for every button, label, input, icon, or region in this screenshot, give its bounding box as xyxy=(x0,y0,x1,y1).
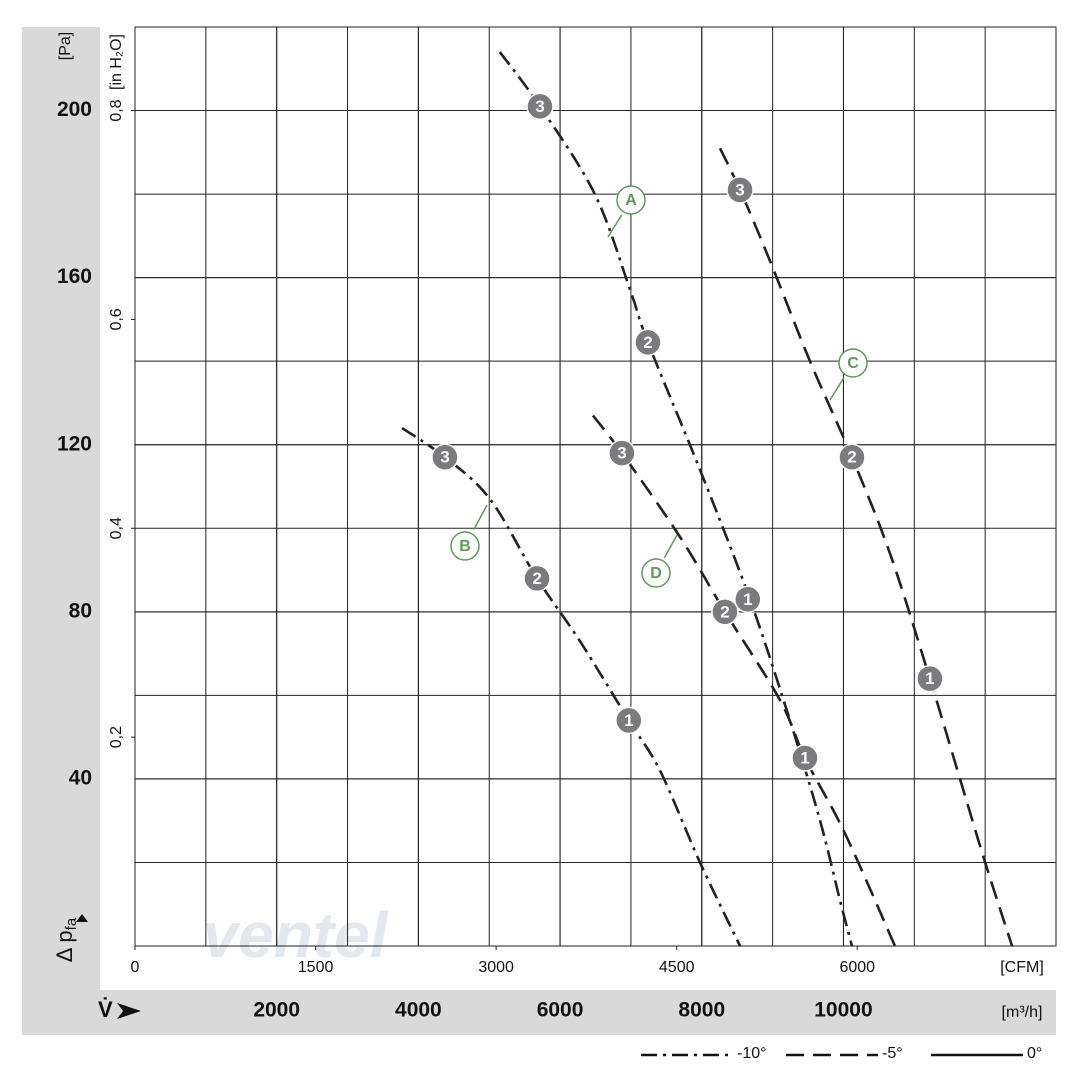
curve xyxy=(401,426,742,947)
operating-point xyxy=(615,706,643,735)
tag-leader xyxy=(607,214,623,238)
plot-frame xyxy=(134,26,1057,947)
y-unit: [Pa] xyxy=(57,32,74,60)
y2-tick-label: 0,8 xyxy=(108,99,125,121)
operating-point-label: 1 xyxy=(624,711,633,730)
x-tick-label: 6000 xyxy=(537,999,584,1022)
tag xyxy=(641,558,671,588)
operating-point-label: 3 xyxy=(617,444,626,463)
x2-tick-label: 1500 xyxy=(298,959,334,976)
x2-tick-label: 4500 xyxy=(659,959,695,976)
y-tick-label: 80 xyxy=(69,599,92,622)
legend-label: -10° xyxy=(737,1045,767,1062)
y-symbol: Δ pfa xyxy=(52,917,80,962)
x-tick-label: 2000 xyxy=(253,999,300,1022)
tag-label: A xyxy=(625,192,637,209)
operating-point xyxy=(526,92,554,121)
operating-point-label: 2 xyxy=(643,333,652,352)
y2-tick-label: 0,4 xyxy=(108,517,125,539)
x2-tick-label: 0 xyxy=(131,959,140,976)
operating-point-label: 2 xyxy=(847,448,856,467)
x2-unit: [CFM] xyxy=(1000,959,1044,976)
x-unit: [m³/h] xyxy=(1002,1004,1043,1021)
watermark: ventel xyxy=(203,899,389,971)
tag xyxy=(838,348,868,378)
y-tick-label: 160 xyxy=(57,265,92,288)
operating-point-label: 1 xyxy=(800,749,809,768)
operating-point xyxy=(431,443,459,472)
y2-unit: [in H₂O] xyxy=(108,34,125,90)
operating-point xyxy=(734,585,762,614)
x-tick-label: 8000 xyxy=(678,999,725,1022)
operating-point-label: 3 xyxy=(440,448,449,467)
tag xyxy=(616,185,646,215)
operating-point xyxy=(634,328,662,357)
legend-label: 0° xyxy=(1027,1045,1042,1062)
operating-point xyxy=(726,176,754,204)
x-arrow xyxy=(117,1003,141,1019)
operating-point-label: 2 xyxy=(532,569,541,588)
tag-leader xyxy=(829,377,845,401)
y-tick-label: 120 xyxy=(57,432,92,455)
curve xyxy=(498,51,854,947)
operating-point-label: 1 xyxy=(743,590,752,609)
x2-tick-label: 3000 xyxy=(478,959,514,976)
operating-point xyxy=(916,664,944,693)
operating-point-label: 3 xyxy=(735,180,744,199)
tag-leader xyxy=(663,534,678,559)
y2-tick-label: 0,2 xyxy=(108,726,125,748)
y-arrow xyxy=(76,914,88,922)
x-panel xyxy=(22,990,1056,1035)
tag-leader xyxy=(473,504,488,530)
tag-label: B xyxy=(459,538,471,555)
x-tick-label: 4000 xyxy=(395,999,442,1022)
curve xyxy=(591,414,897,947)
x-tick-label: 10000 xyxy=(814,999,872,1022)
y-tick-label: 40 xyxy=(69,766,92,789)
operating-point xyxy=(608,439,636,467)
legend-label: -5° xyxy=(882,1045,903,1062)
x2-tick-label: 6000 xyxy=(839,959,875,976)
operating-point xyxy=(838,443,866,472)
operating-point-label: 3 xyxy=(535,97,544,116)
y-symbol-text: Δ pfa xyxy=(52,917,80,962)
operating-point xyxy=(791,744,819,772)
tag-label: D xyxy=(650,565,662,582)
operating-point xyxy=(523,564,551,593)
y-symbol-sub: fa xyxy=(63,917,80,930)
tag-label: C xyxy=(847,355,859,372)
tag xyxy=(450,531,480,561)
y-panel xyxy=(22,27,100,990)
y-symbol-main: Δ p xyxy=(52,930,77,962)
y-tick-label: 200 xyxy=(57,98,92,121)
operating-point-label: 1 xyxy=(925,669,934,688)
y2-tick-label: 0,6 xyxy=(108,308,125,330)
curve xyxy=(718,147,1014,947)
x-symbol: V̇ xyxy=(98,997,113,1022)
operating-point-label: 2 xyxy=(720,602,729,621)
operating-point xyxy=(711,598,739,626)
